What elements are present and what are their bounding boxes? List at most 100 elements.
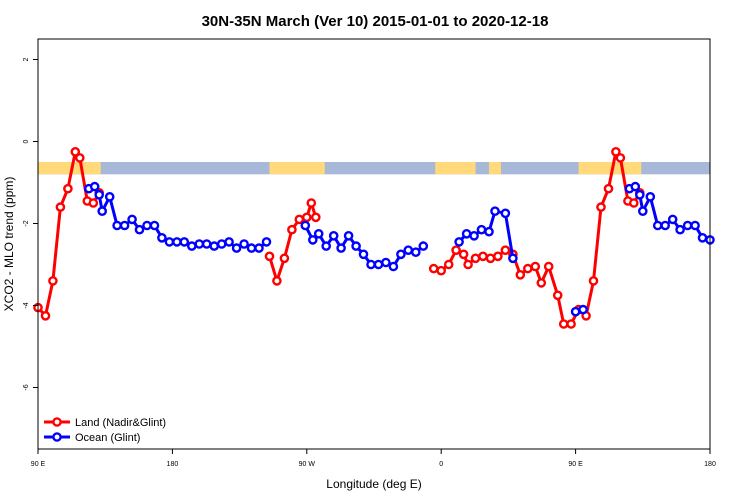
data-point bbox=[635, 189, 645, 200]
data-point bbox=[523, 263, 533, 274]
data-point bbox=[366, 259, 376, 270]
data-point bbox=[300, 220, 311, 231]
land-mask-band bbox=[435, 162, 476, 175]
land-mask-band bbox=[578, 162, 642, 175]
series-land bbox=[33, 146, 645, 329]
data-point bbox=[470, 253, 481, 264]
data-point bbox=[48, 276, 58, 286]
data-point bbox=[381, 257, 391, 268]
data-point bbox=[127, 214, 137, 225]
data-point bbox=[186, 241, 197, 251]
data-point bbox=[343, 230, 354, 241]
data-point bbox=[543, 261, 554, 272]
y-tick-label: -2 bbox=[23, 220, 30, 226]
y-tick-label: -6 bbox=[23, 384, 30, 390]
data-point bbox=[306, 198, 317, 208]
data-point bbox=[403, 245, 414, 255]
data-point bbox=[287, 224, 297, 235]
x-tick-label: 180 bbox=[167, 461, 179, 468]
data-point bbox=[149, 220, 160, 231]
data-point bbox=[484, 226, 494, 237]
data-point bbox=[104, 191, 115, 202]
data-point bbox=[358, 249, 369, 260]
ocean-mask-band bbox=[38, 162, 710, 175]
data-point bbox=[588, 276, 599, 286]
x-axis: 90 E 180 90 W 0 90 E 180 bbox=[31, 449, 716, 468]
data-point bbox=[112, 220, 122, 231]
y-tick-label: 2 bbox=[23, 57, 30, 61]
legend-swatch-marker bbox=[52, 417, 62, 427]
x-tick-label: 180 bbox=[704, 461, 716, 468]
data-point bbox=[461, 228, 472, 239]
data-point bbox=[142, 220, 152, 231]
data-point bbox=[566, 319, 576, 329]
series-ocean bbox=[84, 181, 715, 317]
data-point bbox=[552, 290, 563, 301]
data-point bbox=[476, 224, 487, 235]
data-point bbox=[682, 220, 693, 231]
data-point bbox=[451, 245, 461, 255]
data-point bbox=[179, 237, 190, 247]
data-point bbox=[690, 220, 700, 231]
legend-label: Ocean (Glint) bbox=[75, 432, 140, 444]
y-tick-label: -4 bbox=[23, 302, 30, 308]
y-axis-label: XCO2 - MLO trend (ppm) bbox=[2, 177, 16, 312]
data-point bbox=[272, 276, 282, 286]
land-mask-band bbox=[269, 162, 325, 175]
data-point bbox=[194, 239, 205, 249]
data-point bbox=[307, 235, 318, 245]
data-point bbox=[578, 304, 588, 315]
data-point bbox=[246, 243, 257, 253]
data-point bbox=[454, 237, 464, 247]
data-point bbox=[261, 237, 272, 247]
data-point bbox=[231, 243, 242, 253]
series-layer bbox=[33, 146, 715, 329]
data-point bbox=[224, 237, 234, 247]
data-point bbox=[172, 237, 182, 247]
data-point bbox=[485, 253, 496, 264]
data-point bbox=[157, 232, 167, 243]
data-point bbox=[478, 251, 488, 262]
data-point bbox=[321, 241, 332, 251]
data-point bbox=[313, 228, 324, 239]
data-point bbox=[570, 306, 581, 317]
data-point bbox=[596, 202, 606, 212]
data-point bbox=[63, 183, 73, 194]
legend-label: Land (Nadir&Glint) bbox=[75, 417, 166, 429]
x-tick-label: 90 W bbox=[299, 461, 316, 468]
data-point bbox=[336, 243, 346, 253]
data-point bbox=[660, 220, 671, 231]
data-point bbox=[40, 310, 51, 321]
data-point bbox=[493, 251, 503, 262]
data-point bbox=[558, 319, 569, 329]
legend: Land (Nadir&Glint) Ocean (Glint) bbox=[44, 417, 166, 444]
data-point bbox=[418, 241, 429, 251]
data-point bbox=[89, 181, 100, 192]
data-point bbox=[645, 191, 656, 202]
chart-title: 30N-35N March (Ver 10) 2015-01-01 to 202… bbox=[202, 13, 549, 30]
data-point bbox=[351, 241, 361, 251]
data-point bbox=[55, 202, 66, 212]
data-point bbox=[629, 198, 639, 208]
data-point bbox=[500, 208, 511, 219]
data-point bbox=[410, 247, 421, 257]
data-point bbox=[201, 239, 212, 249]
x-tick-label: 90 E bbox=[568, 461, 583, 468]
data-point bbox=[458, 249, 469, 260]
data-point bbox=[697, 232, 708, 243]
data-point bbox=[652, 220, 663, 231]
x-tick-label: 90 E bbox=[31, 461, 46, 468]
data-point bbox=[70, 146, 81, 157]
data-point bbox=[611, 146, 621, 157]
data-point bbox=[443, 259, 454, 270]
data-point bbox=[615, 153, 626, 163]
data-point bbox=[254, 243, 264, 253]
data-point bbox=[396, 249, 406, 260]
x-tick-label: 0 bbox=[439, 461, 443, 468]
data-point bbox=[119, 220, 130, 231]
data-point bbox=[536, 278, 547, 288]
data-point bbox=[469, 230, 479, 241]
data-point bbox=[667, 214, 678, 225]
data-point bbox=[603, 183, 614, 194]
